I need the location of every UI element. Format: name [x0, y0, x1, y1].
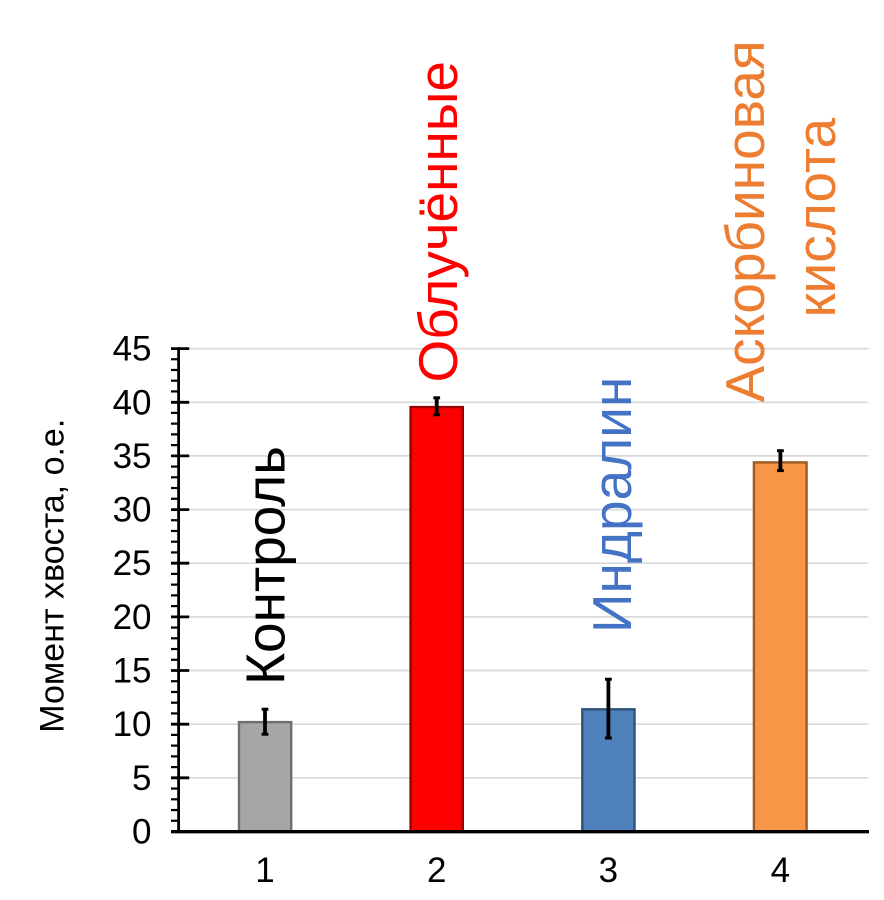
svg-text:25: 25 [113, 544, 152, 583]
svg-text:10: 10 [113, 705, 152, 744]
svg-text:40: 40 [113, 383, 152, 422]
svg-text:2: 2 [427, 851, 446, 890]
svg-text:Облучённые: Облучённые [407, 61, 469, 383]
svg-text:0: 0 [132, 813, 151, 852]
svg-text:15: 15 [113, 652, 152, 691]
svg-text:5: 5 [132, 759, 151, 798]
svg-text:Аскорбиновая: Аскорбиновая [714, 40, 776, 402]
svg-text:20: 20 [113, 598, 152, 637]
svg-text:Индралин: Индралин [581, 377, 643, 633]
svg-text:Момент хвоста, о.е.: Момент хвоста, о.е. [34, 419, 72, 733]
svg-text:30: 30 [113, 491, 152, 530]
svg-text:1: 1 [255, 851, 274, 890]
svg-text:35: 35 [113, 437, 152, 476]
svg-text:Контроль: Контроль [235, 446, 297, 685]
svg-text:4: 4 [771, 851, 790, 890]
svg-text:кислота: кислота [785, 118, 847, 318]
svg-text:45: 45 [113, 330, 152, 369]
svg-text:3: 3 [599, 851, 618, 890]
